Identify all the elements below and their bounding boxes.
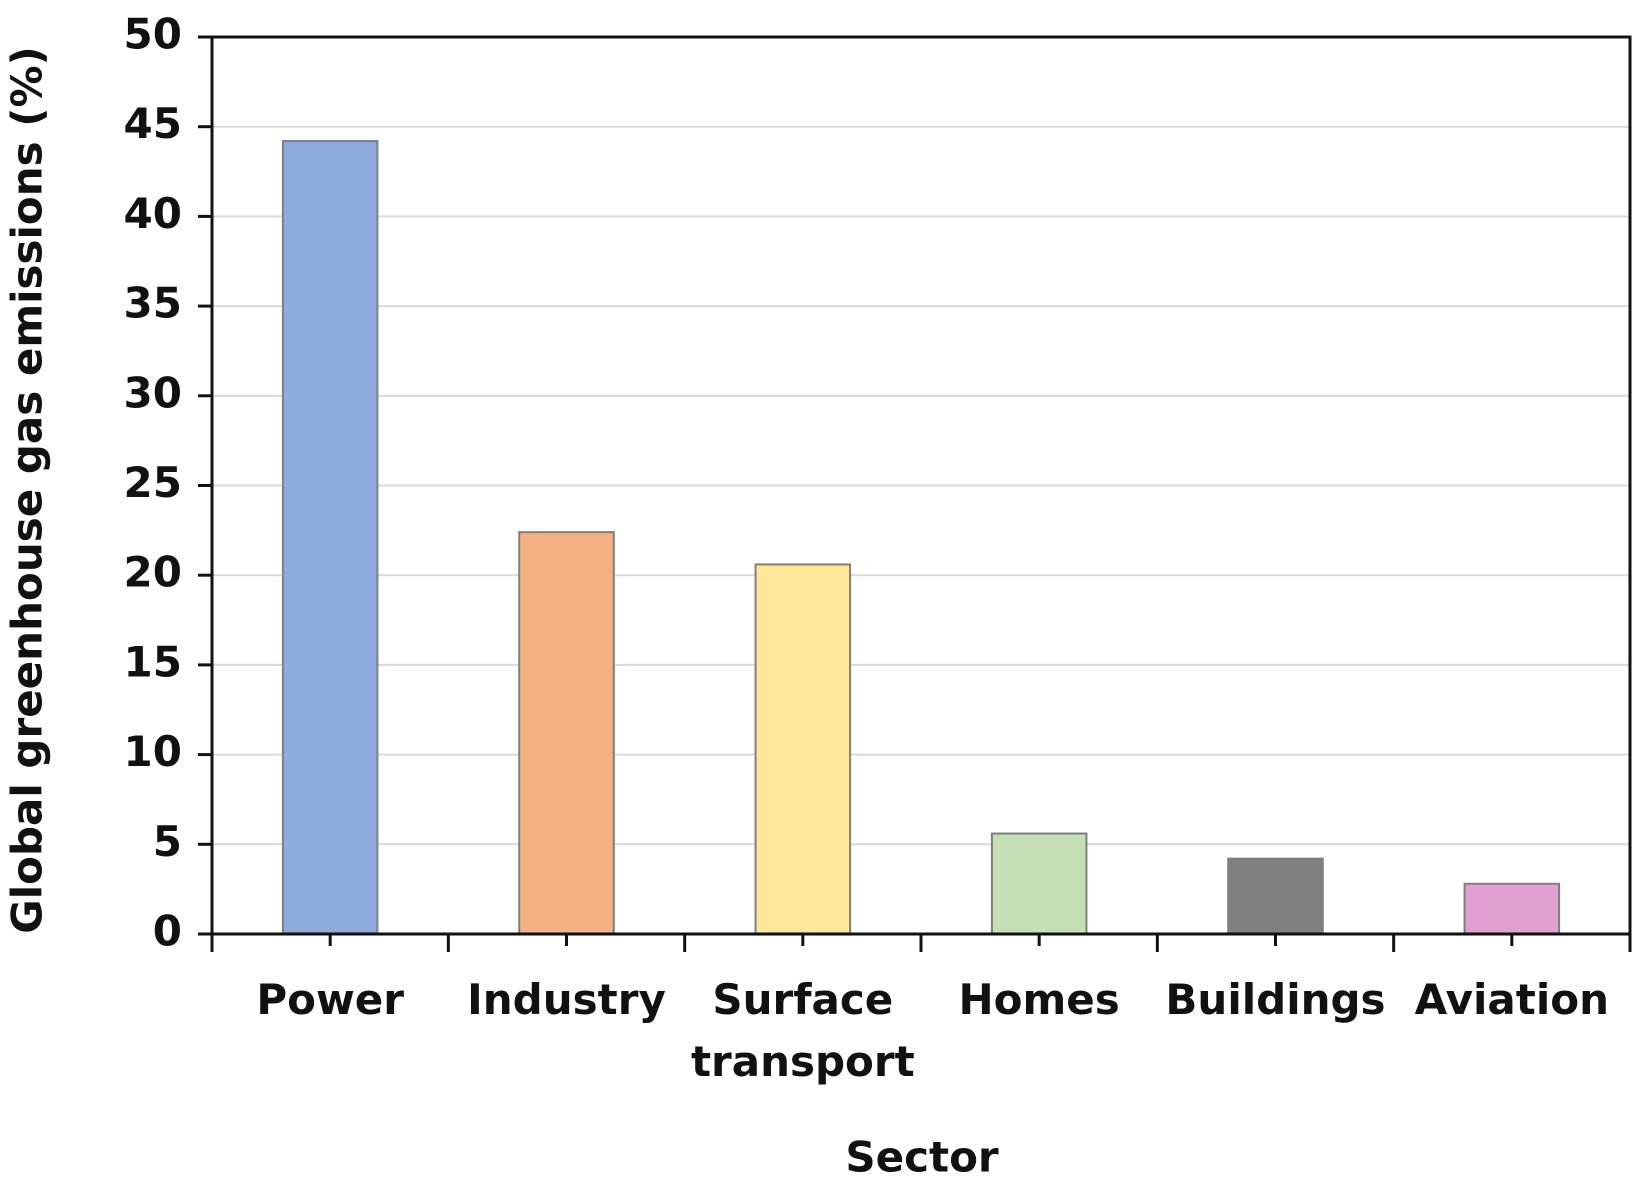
y-tick-label: 40 bbox=[124, 189, 182, 238]
y-tick-label: 10 bbox=[124, 727, 182, 776]
x-tick-label: Aviation bbox=[1414, 975, 1609, 1024]
bar bbox=[1463, 882, 1561, 936]
y-tick-label: 20 bbox=[124, 548, 182, 597]
x-tick-label: Power bbox=[256, 975, 404, 1024]
y-tick-label: 15 bbox=[124, 637, 182, 686]
x-tick-label: Buildings bbox=[1165, 975, 1386, 1024]
bar bbox=[518, 531, 615, 935]
y-tick-label: 5 bbox=[153, 817, 182, 866]
y-axis-title: Global greenhouse gas emissions (%) bbox=[3, 46, 52, 933]
x-axis-title: Sector bbox=[845, 1133, 999, 1182]
plot-frame bbox=[210, 35, 1632, 936]
bar bbox=[990, 832, 1088, 936]
x-tick-label: Homes bbox=[958, 975, 1120, 1024]
bar bbox=[281, 140, 379, 935]
y-tick-label: 25 bbox=[124, 458, 182, 507]
bar bbox=[754, 563, 852, 935]
y-tick-label: 30 bbox=[124, 368, 182, 417]
y-tick-label: 45 bbox=[124, 99, 182, 148]
y-tick-label: 0 bbox=[153, 907, 182, 956]
y-tick-label: 50 bbox=[124, 10, 182, 59]
x-tick-label: Industry bbox=[467, 975, 666, 1024]
y-tick-label: 35 bbox=[124, 279, 182, 328]
x-tick-label: Surface transport bbox=[690, 975, 915, 1086]
bar bbox=[1227, 857, 1324, 935]
